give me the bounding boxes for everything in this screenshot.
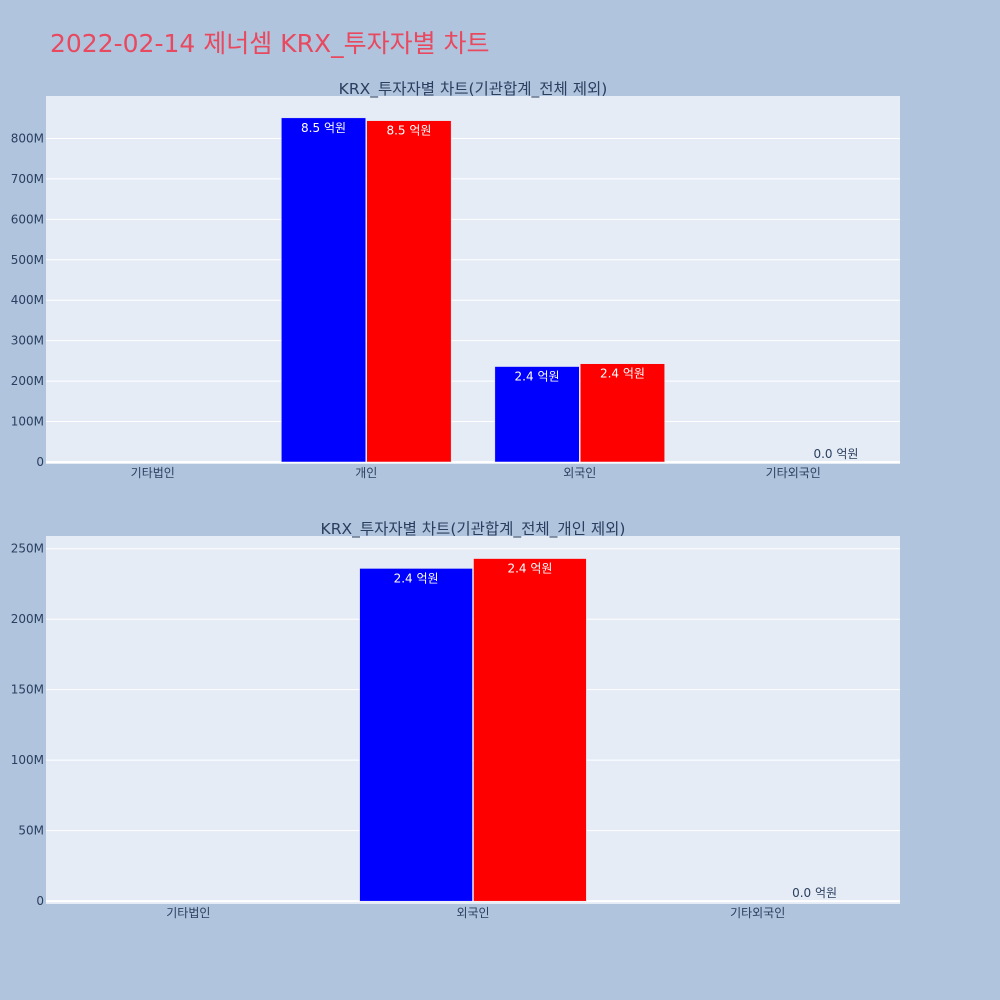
- plot-area: [46, 96, 900, 464]
- x-tick-label: 개인: [355, 466, 377, 480]
- chart-title: KRX_투자자별 차트(기관합계_전체_개인 제외): [321, 520, 626, 539]
- bar-label: 2.4 억원: [507, 562, 552, 576]
- bar-label: 0.0 억원: [792, 886, 837, 900]
- bar-label: 2.4 억원: [394, 571, 439, 585]
- y-tick-label: 200M: [11, 612, 44, 626]
- y-tick-label: 500M: [11, 253, 44, 267]
- x-tick-label: 기타법인: [166, 906, 210, 920]
- chart-investor-excl-individual: 0 50M 100M 150M 200M 250M KRX_투자자별 차트(기관합계_전체_…: [11, 520, 900, 920]
- chart-title: KRX_투자자별 차트(기관합계_전체 제외): [339, 80, 608, 99]
- x-tick-label: 기타외국인: [730, 906, 785, 920]
- x-tick-label: 외국인: [563, 466, 596, 480]
- y-tick-label: 300M: [11, 334, 44, 348]
- y-tick-label: 250M: [11, 542, 44, 556]
- y-tick-label: 400M: [11, 293, 44, 307]
- y-tick-label: 0: [36, 455, 44, 469]
- page-title: 2022-02-14 제너셈 KRX_투자자별 차트: [50, 29, 490, 58]
- bar-label: 8.5 억원: [301, 121, 346, 135]
- bar-label: 0.0 억원: [813, 447, 858, 461]
- bar-label: 2.4 억원: [515, 370, 560, 384]
- bar: [366, 120, 452, 463]
- y-tick-label: 800M: [11, 131, 44, 145]
- chart-investor-all: 0 100M 200M 300M 400M 500M 600M 700M 800M KRX_투자자…: [11, 80, 900, 480]
- bar-label: 2.4 억원: [600, 367, 645, 381]
- bar: [473, 558, 587, 902]
- x-tick-label: 외국인: [456, 906, 489, 920]
- bar-label: 8.5 억원: [386, 124, 431, 138]
- plot-area: [46, 536, 900, 904]
- y-tick-label: 100M: [11, 753, 44, 767]
- y-tick-label: 0: [36, 894, 44, 908]
- y-tick-label: 700M: [11, 172, 44, 186]
- bar: [580, 363, 665, 463]
- bar: [494, 366, 580, 463]
- y-tick-label: 200M: [11, 374, 44, 388]
- y-tick-label: 50M: [18, 824, 44, 838]
- x-tick-label: 기타외국인: [766, 466, 821, 480]
- y-tick-label: 150M: [11, 683, 44, 697]
- bar: [281, 117, 367, 463]
- y-tick-label: 100M: [11, 415, 44, 429]
- bar: [359, 568, 473, 902]
- x-tick-label: 기타법인: [131, 466, 175, 480]
- y-tick-label: 600M: [11, 212, 44, 226]
